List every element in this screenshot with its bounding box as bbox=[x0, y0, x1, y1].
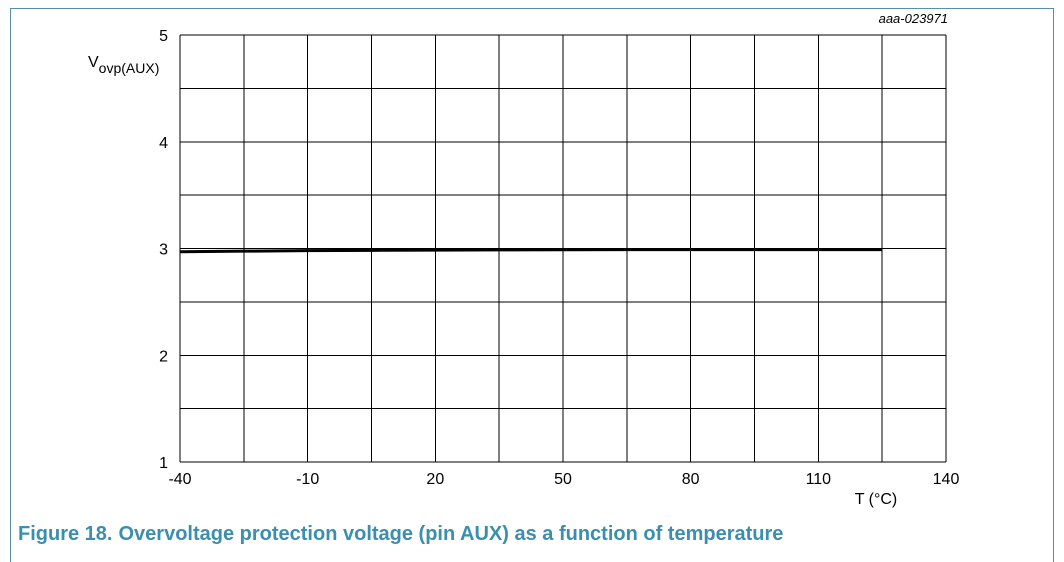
y-axis-label-sub: ovp(AUX) bbox=[99, 60, 160, 76]
x-tick-label: 140 bbox=[933, 471, 960, 488]
x-axis-label: T (°C) bbox=[855, 491, 898, 508]
x-tick-label: 80 bbox=[682, 471, 700, 488]
figure-caption: Figure 18. Overvoltage protection voltage… bbox=[18, 523, 789, 546]
x-tick-label: 50 bbox=[554, 471, 572, 488]
x-tick-label: -40 bbox=[168, 471, 191, 488]
figure-code: aaa-023971 bbox=[879, 11, 948, 26]
series-group bbox=[179, 248, 883, 254]
y-axis-label: Vovp(AUX) bbox=[88, 54, 159, 76]
y-tick-label: 1 bbox=[159, 455, 168, 472]
y-tick-label: 3 bbox=[159, 242, 168, 259]
x-tick-label: 110 bbox=[806, 471, 832, 488]
y-tick-label: 5 bbox=[159, 28, 168, 45]
x-tick-label: -10 bbox=[296, 471, 319, 488]
y-tick-label: 4 bbox=[159, 135, 168, 152]
figure-title: Overvoltage protection voltage (pin AUX)… bbox=[118, 523, 784, 545]
y-axis-label-main: V bbox=[88, 54, 99, 71]
tick-labels: -40 -10 20 50 80 110 140 1 2 3 4 5 bbox=[159, 28, 959, 488]
figure-number: Figure 18. bbox=[18, 523, 113, 545]
y-tick-label: 2 bbox=[159, 348, 168, 365]
x-tick-label: 20 bbox=[426, 471, 444, 488]
series-line bbox=[179, 248, 883, 254]
figure-frame bbox=[10, 8, 1054, 562]
